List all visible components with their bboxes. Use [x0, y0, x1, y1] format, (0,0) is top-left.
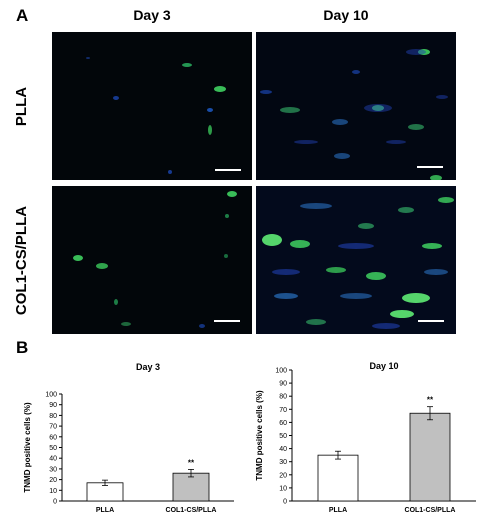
y-tick-label: 70: [49, 424, 57, 431]
y-tick-label: 10: [279, 485, 287, 492]
bar-chart-day3: Day 3 0 10 20 30 40 50 60 70 80 90 100 TNMD positive…: [23, 362, 234, 514]
x-tick-label: PLLA: [96, 507, 114, 514]
micrograph-plla-day3: [52, 32, 252, 180]
y-tick-label: 0: [283, 499, 287, 506]
y-tick-label: 90: [49, 402, 57, 409]
y-tick-label: 0: [53, 499, 57, 506]
panel-a-label: A: [16, 6, 29, 25]
y-tick-label: 30: [49, 466, 57, 473]
scale-bar: [418, 320, 444, 322]
bar: [317, 454, 359, 502]
column-title-day3: Day 3: [133, 7, 171, 23]
y-tick-label: 10: [49, 488, 57, 495]
y-tick-label: 40: [49, 456, 57, 463]
row-label-plla-wrap: PLLA: [0, 32, 44, 180]
bar: [172, 472, 210, 502]
scale-bar: [417, 166, 443, 168]
scale-bar: [215, 169, 241, 171]
y-axis-label: TNMD positive cells (%): [255, 390, 264, 481]
significance-marker: **: [188, 458, 195, 467]
x-tick-label: COL1-CS/PLLA: [166, 507, 217, 514]
x-tick-label: COL1-CS/PLLA: [405, 507, 456, 514]
x-tick-label: PLLA: [329, 507, 347, 514]
row-label-plla: PLLA: [13, 86, 31, 126]
y-tick-label: 40: [279, 446, 287, 453]
column-title-day10: Day 10: [323, 7, 369, 23]
bar-chart-day10: Day 10 0 10 20 30 40 50 60 70 80 90 100 TNMD positiv…: [255, 361, 476, 514]
y-tick-label: 50: [279, 433, 287, 440]
y-tick-label: 70: [279, 407, 287, 414]
chart-title: Day 3: [136, 362, 160, 372]
row-label-col1-cs-plla: COL1-CS/PLLA: [13, 205, 31, 315]
chart-title: Day 10: [369, 361, 398, 371]
y-tick-label: 80: [279, 394, 287, 401]
y-axis-label: TNMD positive cells (%): [23, 402, 32, 493]
y-tick-label: 60: [279, 420, 287, 427]
panel-b-label: B: [16, 338, 29, 357]
y-tick-label: 50: [49, 445, 57, 452]
micrograph-col1-day3: [52, 186, 252, 334]
significance-marker: **: [427, 396, 434, 405]
y-tick-label: 20: [279, 472, 287, 479]
bar: [409, 412, 451, 502]
y-tick-label: 20: [49, 477, 57, 484]
y-tick-label: 30: [279, 459, 287, 466]
y-tick-label: 60: [49, 434, 57, 441]
y-tick-label: 90: [279, 381, 287, 388]
scale-bar: [214, 320, 240, 322]
y-tick-label: 100: [275, 368, 287, 375]
y-tick-label: 100: [45, 392, 57, 399]
y-tick-label: 80: [49, 413, 57, 420]
micrograph-col1-day10: [256, 186, 456, 334]
micrograph-plla-day10: [256, 32, 456, 180]
